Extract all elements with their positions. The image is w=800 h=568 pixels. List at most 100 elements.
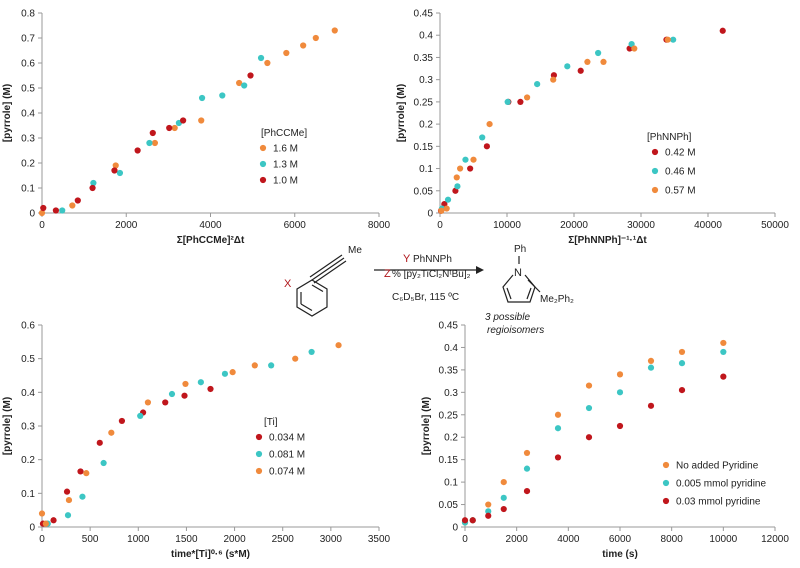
legend-label: 1.6 M <box>273 144 298 155</box>
x-tick-label: 0 <box>39 534 45 545</box>
y-tick-label: 0 <box>427 209 433 220</box>
data-point <box>198 117 205 124</box>
x-tick-label: 10000 <box>493 220 521 231</box>
y-tick-label: 0.1 <box>444 478 458 489</box>
data-point <box>83 470 90 477</box>
data-point <box>720 339 727 347</box>
data-point <box>96 439 103 446</box>
data-point <box>479 134 486 141</box>
scheme-x-label: X <box>284 278 292 290</box>
data-point <box>517 98 524 105</box>
benzene-hexagon <box>296 279 328 317</box>
x-tick-label: 3500 <box>368 534 391 545</box>
data-point <box>89 184 96 192</box>
data-point <box>134 147 141 154</box>
legend-marker <box>651 186 659 194</box>
data-point <box>42 520 49 527</box>
y-tick-label: 0.25 <box>414 97 434 108</box>
data-point <box>108 429 115 436</box>
scheme-z-label: Z <box>384 268 391 280</box>
y-tick-label: 0.6 <box>21 59 35 70</box>
data-point <box>335 342 342 349</box>
series-2 <box>40 72 254 214</box>
y-tick-label: 0 <box>29 523 35 534</box>
scheme-conditions: C₆D₅Br, 115 ºC <box>392 292 459 303</box>
data-point <box>461 517 469 524</box>
x-axis-label: time*[Ti]⁰·⁶ (s*M) <box>171 549 250 560</box>
legend-label: 0.42 M <box>665 148 696 159</box>
y-tick-label: 0.3 <box>21 134 35 145</box>
data-point <box>219 92 226 99</box>
x-tick-label: 6000 <box>609 534 632 545</box>
scheme-me-label: Me <box>348 245 362 256</box>
x-tick-label: 8000 <box>368 220 391 231</box>
x-tick-label: 1000 <box>127 534 150 545</box>
data-point <box>554 425 562 432</box>
x-tick-label: 30000 <box>627 220 655 231</box>
series-2 <box>438 36 671 214</box>
y-axis-label: [pyrrole] (M) <box>2 84 13 142</box>
data-point <box>647 402 655 409</box>
data-point <box>264 59 271 67</box>
data-point <box>485 501 492 508</box>
data-point <box>534 81 541 88</box>
series-2 <box>38 342 342 527</box>
data-point <box>438 207 445 214</box>
scheme-ph-label: Ph <box>514 244 526 255</box>
scheme-y-label: Y <box>403 253 411 265</box>
y-tick-label: 0.3 <box>419 75 433 86</box>
legend-marker <box>255 450 263 458</box>
data-point <box>469 517 476 524</box>
data-point <box>678 386 686 394</box>
data-point <box>182 380 189 388</box>
legend-marker <box>651 148 659 156</box>
data-point <box>166 124 173 132</box>
pyrrole-double-bond-1 <box>506 287 512 300</box>
pyrrole-ring <box>502 274 541 303</box>
legend-marker <box>259 176 267 184</box>
y-tick-label: 0.3 <box>21 422 35 433</box>
data-point <box>236 79 243 87</box>
data-point <box>584 58 591 65</box>
y-tick-label: 0.5 <box>21 354 35 365</box>
data-point <box>69 202 76 209</box>
data-point <box>268 362 275 369</box>
legend-marker <box>259 144 267 152</box>
x-tick-label: 2500 <box>272 534 295 545</box>
data-point <box>523 487 531 495</box>
data-point <box>577 67 584 74</box>
legend-label: 0.03 mmol pyridine <box>676 497 761 508</box>
data-point <box>720 373 727 380</box>
data-point <box>77 468 84 475</box>
y-tick-label: 0.35 <box>439 365 459 376</box>
x-tick-label: 4000 <box>199 220 222 231</box>
data-point <box>111 167 118 174</box>
data-point <box>52 207 60 214</box>
x-axis-label: Σ[PhCCMe]²Δt <box>177 235 245 246</box>
series-0 <box>38 27 338 217</box>
legend-marker <box>255 467 263 475</box>
chart-ti-order: 0 500 1000 1500 2000 2500 3000 3500 0 0.1 0.2 0.3 0.… <box>2 321 391 561</box>
data-point <box>616 389 624 396</box>
x-tick-label: 40000 <box>694 220 722 231</box>
y-tick-label: 0.7 <box>21 34 35 45</box>
legend-label: 0.074 M <box>269 467 305 478</box>
data-point <box>719 27 726 34</box>
data-point <box>149 129 156 137</box>
legend-marker <box>662 461 670 469</box>
data-point <box>251 362 258 369</box>
data-point <box>500 505 507 513</box>
data-point <box>670 36 677 43</box>
x-tick-label: 0 <box>437 220 443 231</box>
data-point <box>500 479 507 486</box>
data-point <box>247 72 254 79</box>
data-point <box>524 94 531 101</box>
x-axis-label: time (s) <box>602 549 638 560</box>
data-point <box>523 465 531 472</box>
legend-label: 1.3 M <box>273 160 298 171</box>
substituent-bond <box>527 279 541 293</box>
data-point <box>229 369 236 376</box>
data-point <box>151 139 158 147</box>
reaction-scheme: X Me Y PhNNPh Z % [py₂TiCl₂NᵗBu]₂ C₆D₅Br… <box>284 244 574 336</box>
data-point <box>504 98 511 105</box>
